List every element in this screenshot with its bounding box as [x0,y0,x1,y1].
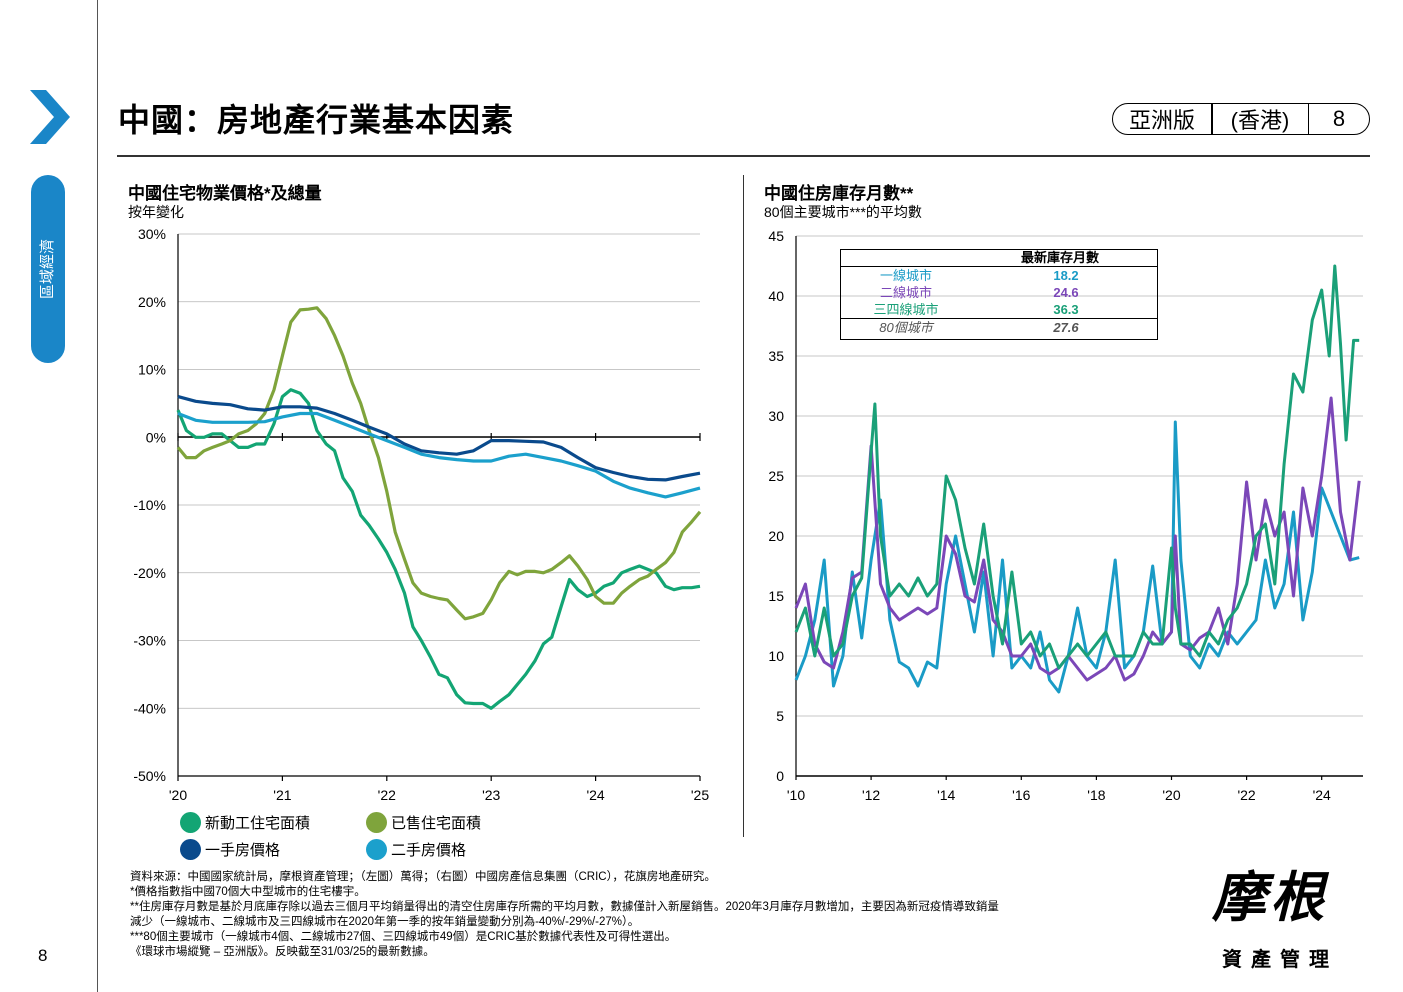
x-tick-label: '24 [586,787,604,803]
right-chart-subtitle: 80個主要城市***的平均數 [764,204,922,220]
inventory-table-header: 最新庫存月數 [841,250,1157,267]
legend-label: 新動工住宅面積 [205,815,311,832]
y-tick-label: 25 [768,468,784,484]
y-tick-label: -50% [133,768,166,784]
inventory-table-row: 三四線城市 36.3 [841,301,1157,318]
y-tick-label: 0% [146,429,166,445]
footnote-2-cont: 減少（一線城市、二線城市及三四線城市在2020年第一季的按年銷量變動分別為-40… [130,916,640,928]
inventory-row-label: 三四線城市 [873,302,939,317]
x-tick-label: '16 [1012,787,1030,803]
x-tick-label: '18 [1087,787,1105,803]
left-chart: 30% 20% 10% 0% -10% -20% -30% -40% -50%'20 '21 '22… [133,226,709,803]
y-tick-label: -20% [133,565,166,581]
legend-item-new-starts: 新動工住宅面積 [180,812,310,833]
x-tick-label: '22 [1237,787,1255,803]
page-number: 8 [38,946,48,965]
inventory-row-value: 36.3 [1053,302,1079,317]
y-tick-label: 5 [776,708,784,724]
y-tick-label: -40% [133,700,166,716]
left-vertical-rule [97,0,98,992]
legend-item-sold-area: 已售住宅面積 [366,812,481,833]
inventory-table: 最新庫存月數 一線城市 18.2 二線城市 24.6 三四線城市 36.3 80個城市 27.… [840,249,1158,340]
y-tick-label: 35 [768,348,784,364]
inventory-row-value: 24.6 [1053,285,1079,300]
y-tick-label: 0 [776,768,784,784]
badge-region: (香港) [1230,108,1290,133]
section-side-tab[interactable]: 區域經濟 [31,175,65,363]
legend-swatch [366,839,387,860]
legend-item-resale-price: 二手房價格 [366,839,466,860]
inventory-row-value: 18.2 [1053,268,1079,283]
legend-label: 已售住宅面積 [391,815,482,832]
logo-sub: 資產管理 [1222,947,1338,971]
x-tick-label: '23 [482,787,500,803]
logo-main: 摩根 [1212,865,1328,929]
legend-label: 二手房價格 [391,842,467,859]
legend-swatch [366,812,387,833]
inventory-table-row: 80個城市 27.6 [841,318,1157,336]
y-tick-label: 10% [138,362,166,378]
x-tick-label: '20 [169,787,187,803]
inventory-row-value: 27.6 [1053,320,1079,335]
series-line [794,396,1361,682]
series-line [794,264,1360,670]
y-tick-label: -30% [133,633,166,649]
x-tick-label: '25 [691,787,709,803]
y-tick-label: 15 [768,588,784,604]
series-line [177,411,701,499]
y-tick-label: 30 [768,408,784,424]
x-tick-label: '20 [1162,787,1180,803]
series-line [794,420,1360,694]
legend-swatch [180,839,201,860]
header-divider [117,155,1370,157]
left-chart-subtitle: 按年變化 [128,204,184,220]
y-tick-label: 10 [768,648,784,664]
edition-badge: 亞洲版 (香港) 8 [1112,103,1370,135]
legend-label: 一手房價格 [205,842,281,859]
company-logo: 摩根 資產管理 [1212,865,1352,972]
footnotes: 資料來源：中國國家統計局，摩根資產管理；（左圖）萬得；（右圖）中國房產信息集團（… [130,870,1170,960]
x-tick-label: '14 [937,787,955,803]
side-tab-label: 區域經濟 [39,239,56,300]
legend-item-new-home-price: 一手房價格 [180,839,280,860]
inventory-row-label: 一線城市 [879,268,932,283]
inventory-table-row: 二線城市 24.6 [841,284,1157,301]
badge-page: 8 [1332,106,1346,131]
badge-edition: 亞洲版 [1128,108,1195,133]
page-title: 中國：房地產行業基本因素 [118,102,515,138]
series-line [176,388,701,710]
footnote-4: 《環球市場縱覽 – 亞洲版》。反映截至31/03/25的最新數據。 [130,946,435,958]
y-tick-label: 30% [138,226,166,242]
y-tick-label: 40 [768,288,784,304]
right-chart-title: 中國住房庫存月數** [764,184,914,203]
footnote-source: 資料來源：中國國家統計局，摩根資產管理；（左圖）萬得；（右圖）中國房產信息集團（… [130,871,716,883]
y-tick-label: 20 [768,528,784,544]
x-tick-label: '21 [273,787,291,803]
footnote-3: ***80個主要城市（一線城市4個、二線城市27個、三四線城市49個）是CRIC… [130,931,677,943]
inventory-table-row: 一線城市 18.2 [841,267,1157,284]
footnote-1: *價格指數指中國70個大中型城市的住宅樓宇。 [130,886,366,898]
y-tick-label: 45 [768,228,784,244]
series-line [176,306,702,621]
chevron-right-icon [30,90,70,144]
inventory-row-label: 80個城市 [879,320,933,335]
x-tick-label: '22 [378,787,396,803]
x-tick-label: '24 [1313,787,1331,803]
series-line [177,395,701,482]
x-tick-label: '10 [787,787,805,803]
footnote-2: **住房庫存月數是基於月底庫存除以過去三個月平均銷量得出的清空住房庫存所需的平均… [130,901,999,913]
inventory-row-label: 二線城市 [879,285,932,300]
y-tick-label: -10% [133,497,166,513]
left-chart-title: 中國住宅物業價格*及總量 [128,184,322,203]
y-tick-label: 20% [138,294,166,310]
chart-divider [743,175,744,837]
right-chart: 45 40 35 30 25 20 15 10 5 0'10 '12 '14 '16 '18 '20 '22 '… [768,228,1363,803]
x-tick-label: '12 [862,787,880,803]
legend-swatch [180,812,201,833]
